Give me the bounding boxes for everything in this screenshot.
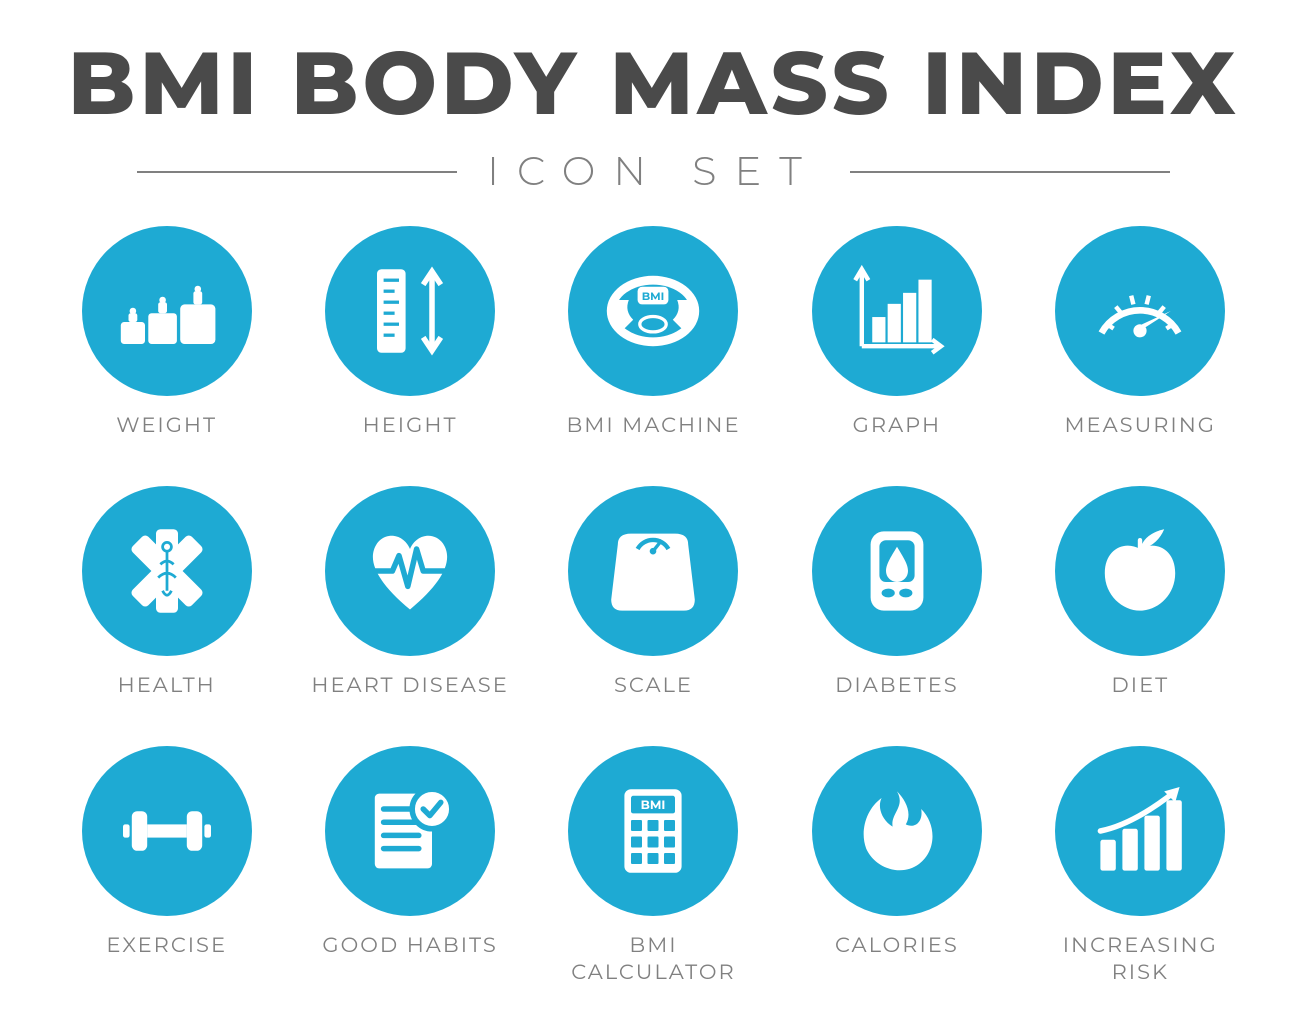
icon-label: BMI CALCULATOR bbox=[553, 932, 753, 987]
svg-text:BMI: BMI bbox=[641, 798, 666, 813]
icon-label: HEIGHT bbox=[363, 412, 458, 466]
icon-cell-height: HEIGHT bbox=[310, 226, 510, 466]
bmi-machine-icon: BMI bbox=[568, 226, 738, 396]
page-title: BMI BODY MASS INDEX bbox=[60, 30, 1247, 137]
icon-cell-scale: SCALE bbox=[553, 486, 753, 726]
icon-cell-diet: DIET bbox=[1040, 486, 1240, 726]
height-icon bbox=[325, 226, 495, 396]
increasing-risk-icon bbox=[1055, 746, 1225, 916]
health-icon bbox=[82, 486, 252, 656]
icon-cell-increasing-risk: INCREASING RISK bbox=[1040, 746, 1240, 987]
heart-disease-icon bbox=[325, 486, 495, 656]
icon-label: WEIGHT bbox=[116, 412, 217, 466]
icon-label: GOOD HABITS bbox=[322, 932, 497, 986]
bmi-calculator-icon: BMI bbox=[568, 746, 738, 916]
graph-icon bbox=[812, 226, 982, 396]
scale-icon bbox=[568, 486, 738, 656]
icon-cell-heart-disease: HEART DISEASE bbox=[310, 486, 510, 726]
icon-cell-diabetes: DIABETES bbox=[797, 486, 997, 726]
icon-cell-graph: GRAPH bbox=[797, 226, 997, 466]
measuring-icon bbox=[1055, 226, 1225, 396]
icon-label: SCALE bbox=[614, 672, 693, 726]
icon-label: MEASURING bbox=[1065, 412, 1217, 466]
icon-label: BMI MACHINE bbox=[566, 412, 740, 466]
icon-label: HEART DISEASE bbox=[311, 672, 508, 726]
icon-cell-measuring: MEASURING bbox=[1040, 226, 1240, 466]
icon-cell-bmi-calculator: BMI BMI CALCULATOR bbox=[553, 746, 753, 987]
svg-text:BMI: BMI bbox=[642, 289, 665, 303]
icon-cell-calories: CALORIES bbox=[797, 746, 997, 987]
icon-grid: WEIGHT HEIGHT bbox=[60, 226, 1247, 987]
icon-label: INCREASING RISK bbox=[1040, 932, 1240, 987]
rule-right bbox=[850, 171, 1170, 173]
rule-left bbox=[137, 171, 457, 173]
icon-cell-health: HEALTH bbox=[67, 486, 267, 726]
icon-label: CALORIES bbox=[835, 932, 959, 986]
icon-cell-good-habits: GOOD HABITS bbox=[310, 746, 510, 987]
exercise-icon bbox=[82, 746, 252, 916]
weight-icon bbox=[82, 226, 252, 396]
subtitle-row: ICON SET bbox=[60, 147, 1247, 196]
page-subtitle: ICON SET bbox=[487, 147, 820, 196]
calories-icon bbox=[812, 746, 982, 916]
icon-label: DIABETES bbox=[835, 672, 959, 726]
icon-label: DIET bbox=[1111, 672, 1169, 726]
diet-icon bbox=[1055, 486, 1225, 656]
icon-label: HEALTH bbox=[118, 672, 216, 726]
icon-label: GRAPH bbox=[853, 412, 941, 466]
good-habits-icon bbox=[325, 746, 495, 916]
icon-cell-bmi-machine: BMI BMI MACHINE bbox=[553, 226, 753, 466]
icon-cell-exercise: EXERCISE bbox=[67, 746, 267, 987]
icon-cell-weight: WEIGHT bbox=[67, 226, 267, 466]
icon-label: EXERCISE bbox=[106, 932, 227, 986]
diabetes-icon bbox=[812, 486, 982, 656]
